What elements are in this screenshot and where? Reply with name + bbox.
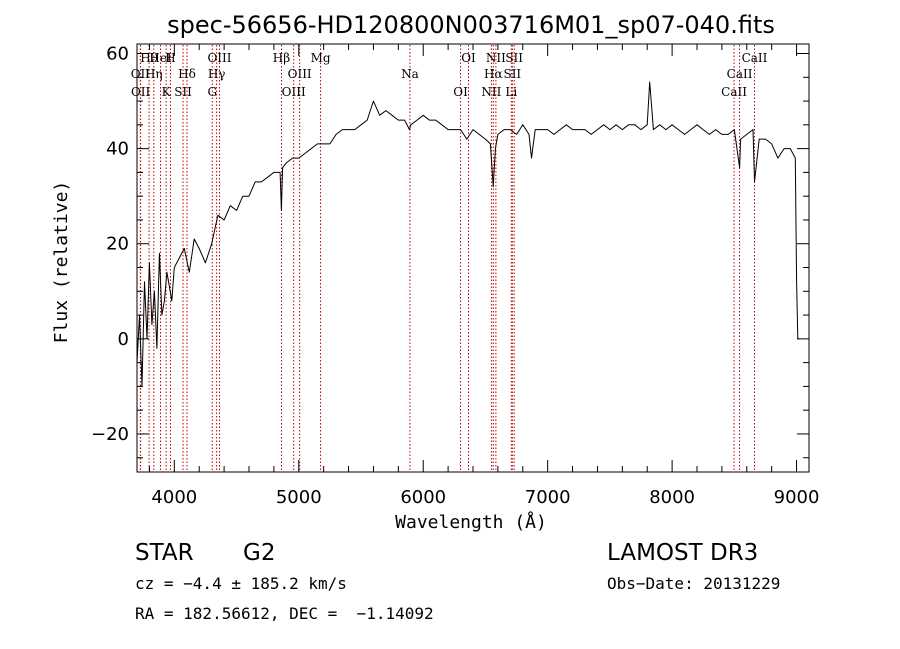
x-tick-label: 6000 — [400, 487, 446, 508]
line-label: NII — [481, 85, 501, 99]
line-label: G — [207, 85, 217, 99]
line-label: K — [162, 85, 172, 99]
line-label: CaII — [721, 85, 747, 99]
line-label: OII — [131, 85, 151, 99]
line-label: SII — [503, 67, 521, 81]
coordinates: RA = 182.56612, DEC = −1.14092 — [135, 604, 434, 623]
line-label: CaII — [742, 51, 768, 65]
y-tick-label: 20 — [106, 234, 129, 255]
x-tick-label: 7000 — [525, 487, 571, 508]
emission-line-markers — [139, 45, 755, 471]
line-label: Li — [505, 85, 517, 99]
plot-frame — [136, 43, 810, 473]
line-label: OIII — [288, 67, 312, 81]
observation-date: Obs−Date: 20131229 — [607, 574, 781, 593]
line-label: Hα — [484, 67, 503, 81]
line-label: H — [165, 51, 175, 65]
line-label: OI — [461, 51, 476, 65]
line-label: HeI — [149, 51, 172, 65]
chart-title: spec-56656-HD120800N003716M01_sp07-040.f… — [167, 11, 775, 39]
line-label: OII — [131, 67, 151, 81]
line-label: Hη — [145, 67, 163, 81]
y-tick-label: 40 — [106, 139, 129, 160]
line-label: SII — [505, 51, 523, 65]
y-tick-label: 60 — [106, 44, 129, 65]
x-tick-label: 8000 — [649, 487, 695, 508]
line-label: Mg — [311, 51, 331, 65]
object-subclass: G2 — [243, 540, 276, 566]
axis-ticks: 4000 5000 6000 7000 8000 9000 −20 0 20 40 60 — [91, 44, 819, 508]
line-labels: Hθ OII OII HeI Hη K HHδ SII OIII Hγ G Hβ OIII OIII Mg N… — [131, 51, 768, 99]
line-label: Hθ — [140, 51, 158, 65]
line-label: OIII — [282, 85, 306, 99]
spectrum-series — [136, 81, 799, 387]
y-tick-label: 0 — [118, 329, 129, 350]
redshift-value: cz = −4.4 ± 185.2 km/s — [135, 574, 347, 593]
y-axis-label: Flux (relative) — [51, 181, 72, 344]
line-label: Hγ — [208, 67, 226, 81]
survey-name: LAMOST DR3 — [607, 540, 759, 566]
x-tick-label: 4000 — [151, 487, 197, 508]
x-tick-label: 5000 — [276, 487, 322, 508]
line-label: CaII — [727, 67, 753, 81]
x-tick-label: 9000 — [774, 487, 820, 508]
y-tick-label: −20 — [91, 424, 129, 445]
line-label: Hδ — [178, 67, 196, 81]
spectrum-chart: spec-56656-HD120800N003716M01_sp07-040.f… — [51, 11, 819, 533]
line-label: SII — [174, 85, 192, 99]
line-label: OIII — [207, 51, 231, 65]
x-axis-label: Wavelength (Å) — [395, 511, 547, 533]
line-label: OI — [453, 85, 468, 99]
line-label: NII — [486, 51, 506, 65]
line-label: Na — [401, 67, 419, 81]
spectrum-line — [136, 81, 799, 387]
object-class: STAR — [135, 540, 194, 566]
line-label: Hβ — [273, 51, 290, 65]
